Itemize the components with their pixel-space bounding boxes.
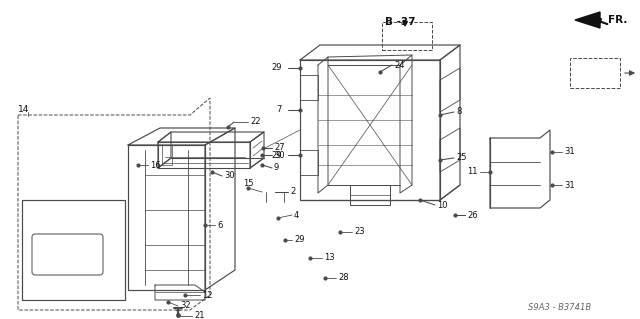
Text: 2: 2 [290, 188, 295, 197]
Text: 31: 31 [564, 147, 575, 157]
Text: 28: 28 [338, 273, 349, 283]
Text: 13: 13 [324, 254, 335, 263]
Text: 30: 30 [224, 172, 235, 181]
Text: 31: 31 [564, 181, 575, 189]
Text: S9A3 - B3741B: S9A3 - B3741B [529, 303, 591, 313]
Text: 4: 4 [294, 211, 300, 219]
Text: 16: 16 [150, 160, 161, 169]
Text: 26: 26 [467, 211, 477, 219]
Text: 27: 27 [274, 144, 285, 152]
Text: 7: 7 [276, 106, 282, 115]
Text: 30: 30 [274, 151, 285, 160]
Text: 9: 9 [274, 164, 279, 173]
Text: 22: 22 [250, 117, 260, 127]
Polygon shape [575, 12, 600, 28]
Text: 25: 25 [456, 153, 467, 162]
Text: 8: 8 [456, 108, 461, 116]
Text: 24: 24 [394, 61, 404, 70]
Text: 11: 11 [467, 167, 478, 176]
Text: 15: 15 [243, 179, 253, 188]
Text: 23: 23 [354, 227, 365, 236]
Text: 12: 12 [202, 291, 212, 300]
Text: 6: 6 [217, 220, 222, 229]
Text: 29: 29 [271, 63, 282, 72]
Bar [382, 22, 432, 50]
Text: 21: 21 [194, 311, 205, 319]
Text: 14: 14 [18, 106, 29, 115]
Text: 10: 10 [437, 201, 447, 210]
Text: FR.: FR. [608, 15, 627, 25]
Text: B -37: B -37 [385, 17, 415, 27]
Text: 29: 29 [271, 151, 282, 160]
Text: 29: 29 [294, 235, 305, 244]
Bar [570, 58, 620, 88]
Text: 32: 32 [180, 301, 191, 310]
